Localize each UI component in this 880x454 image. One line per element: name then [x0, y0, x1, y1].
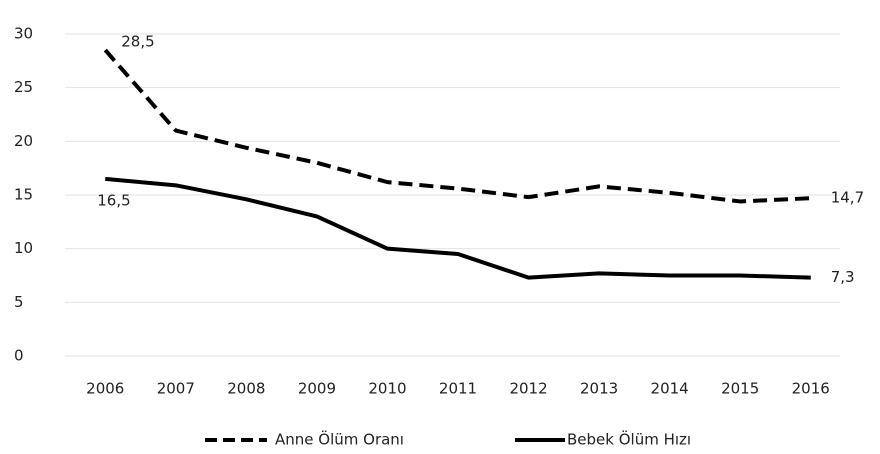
x-tick-label: 2014 [651, 380, 689, 398]
data-label: 28,5 [121, 33, 154, 51]
y-tick-label: 30 [14, 25, 33, 43]
legend-label: Anne Ölüm Oranı [275, 430, 404, 449]
data-label: 16,5 [97, 191, 130, 209]
y-tick-label: 10 [14, 239, 33, 257]
x-tick-label: 2012 [509, 380, 547, 398]
data-label: 14,7 [831, 189, 864, 207]
x-tick-label: 2015 [721, 380, 759, 398]
y-tick-label: 5 [14, 293, 24, 311]
y-tick-label: 20 [14, 132, 33, 150]
x-tick-label: 2011 [439, 380, 477, 398]
x-tick-label: 2013 [580, 380, 618, 398]
series-line [103, 48, 811, 204]
x-tick-label: 2016 [792, 380, 830, 398]
x-tick-label: 2006 [86, 380, 124, 398]
x-tick-label: 2008 [227, 380, 265, 398]
series-line [105, 176, 811, 280]
y-tick-label: 0 [14, 347, 24, 365]
x-tick-label: 2007 [157, 380, 195, 398]
x-tick-label: 2010 [368, 380, 406, 398]
x-tick-label: 2009 [298, 380, 336, 398]
data-label: 7,3 [831, 268, 855, 286]
legend-label: Bebek Ölüm Hızı [567, 430, 691, 449]
y-tick-label: 15 [14, 186, 33, 204]
y-tick-label: 25 [14, 78, 33, 96]
